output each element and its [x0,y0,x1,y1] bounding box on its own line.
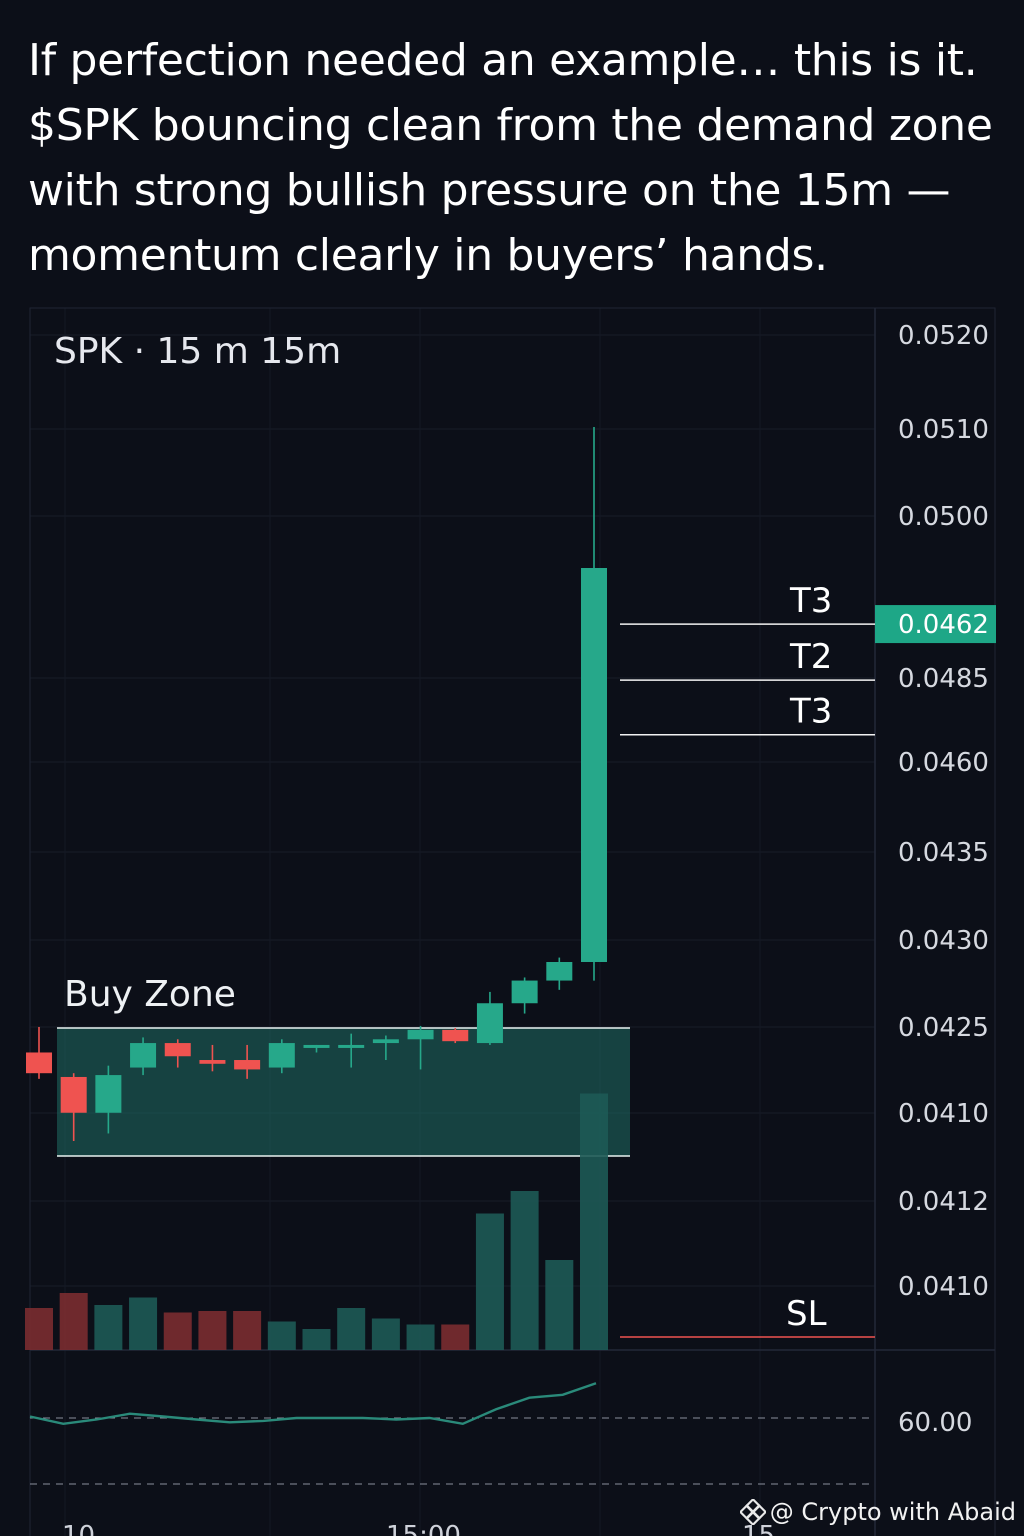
candle [130,1037,157,1076]
candle [234,1044,261,1079]
candle [476,991,503,1045]
volume-bars [25,1093,608,1350]
target-levels: T3 T2 T3 SL 0.0462 [620,581,996,1338]
candle-body [60,1076,87,1113]
candle-body [511,980,538,1004]
candle-body [164,1043,191,1057]
candle [511,977,538,1014]
volume-bar [441,1324,470,1350]
volume-bar [59,1293,88,1350]
volume-bar [94,1305,123,1350]
candle-body [26,1052,52,1074]
volume-bar [163,1312,192,1350]
candle [199,1044,226,1072]
price-tick-label: 0.0430 [898,926,989,956]
volume-bar [371,1318,400,1350]
stop-loss-label: SL [786,1294,827,1334]
candle-body [407,1029,434,1040]
chart-axes [29,307,996,1536]
price-tick-label: 0.0435 [898,838,989,868]
candle-body [268,1043,295,1068]
candle-body [581,568,607,962]
candle [268,1039,295,1074]
current-price-tag [875,605,996,644]
volume-bar [545,1260,574,1350]
price-tick-label: 0.0500 [898,502,989,532]
price-tick-label: 0.0520 [898,321,989,351]
candle [338,1033,365,1068]
price-tick-label: 0.0410 [898,1099,989,1129]
volume-bar [129,1297,158,1350]
candle [26,1026,52,1079]
time-tick-label: 15 [742,1521,775,1536]
candle-body [130,1043,157,1068]
candle [546,957,573,990]
candle [442,1028,469,1044]
chart-grid [30,308,875,1536]
volume-bar [580,1093,608,1350]
price-tick-label: 0.0425 [898,1013,989,1043]
watermark: @ Crypto with Abaid [739,1498,1016,1526]
price-tick-label: 0.0510 [898,415,989,445]
indicator-value-label: 60.00 [898,1408,972,1438]
volume-bar [475,1213,504,1350]
volume-bar [406,1324,435,1350]
volume-bar [302,1329,331,1350]
price-tick-label: 0.0410 [898,1272,989,1302]
candle [95,1065,122,1134]
candle-body [372,1039,399,1044]
volume-bar [198,1311,227,1350]
volume-bar [25,1308,53,1350]
candlesticks [26,427,607,1141]
candle-body [338,1044,365,1048]
candle [581,427,607,981]
candle [164,1039,191,1068]
candle [60,1073,87,1141]
time-tick-label: 15:00 [386,1521,461,1536]
price-tick-label: 0.0412 [898,1187,989,1217]
target-label: T3 [789,692,832,732]
diamond-logo-icon [739,1499,766,1525]
current-price-label: 0.0462 [898,610,989,640]
volume-bar [267,1321,296,1350]
indicator-panel: 60.00 [29,1382,972,1485]
volume-bar [337,1308,366,1350]
candle-body [95,1075,122,1113]
candle-body [442,1029,469,1042]
candle-body [476,1003,503,1044]
candle [303,1044,330,1053]
chart-frame [29,307,996,1536]
axis-labels: 0.0520 0.0510 0.0500 0.0485 0.0460 0.0435 0.04… [54,321,989,1536]
candle-body [303,1044,330,1048]
price-tick-label: 0.0460 [898,748,989,778]
time-tick-label: 10 [62,1521,95,1536]
watermark-text: @ Crypto with Abaid [769,1498,1016,1526]
price-tick-label: 0.0485 [898,664,989,694]
candle-body [199,1060,226,1064]
candle [407,1025,434,1070]
target-label: T2 [789,637,832,677]
volume-bar [510,1191,539,1350]
candle-body [546,962,573,981]
candle [372,1035,399,1061]
buy-zone-label: Buy Zone [64,974,236,1015]
volume-bar [233,1311,262,1350]
symbol-label: SPK · 15 m 15m [54,331,341,372]
target-label: T3 [789,581,832,621]
headline: If perfection needed an example… this is… [28,35,993,281]
indicator-line [29,1382,597,1426]
candle-body [234,1060,261,1070]
